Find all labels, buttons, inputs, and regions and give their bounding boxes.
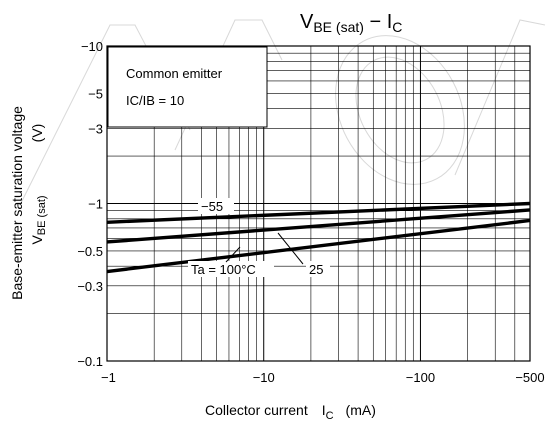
x-tick-label: −10	[253, 370, 275, 385]
annotation-bg	[188, 261, 274, 277]
annotation-leader	[225, 246, 241, 263]
y-tick-label: −1	[88, 197, 103, 212]
x-tick-label: −100	[406, 370, 435, 385]
y-tick-label: −5	[88, 86, 103, 101]
x-tick-label: −500	[515, 370, 544, 385]
annotation-label: −55	[201, 199, 223, 214]
y-tick-labels: −10 −5 −3 −1 −0.5 −0.3 −0.1	[77, 39, 103, 369]
x-tick-label: −1	[101, 370, 116, 385]
series-annotations: −55 Ta = 100°C 25	[188, 198, 330, 277]
series-line	[106, 218, 531, 274]
y-tick-label: −3	[88, 121, 103, 136]
y-tick-label: −0.1	[77, 354, 103, 369]
y-tick-label: −10	[81, 39, 103, 54]
y-axis-symbol: VBE (sat)	[29, 195, 48, 244]
annotation-bg	[306, 261, 330, 277]
series-lines	[106, 201, 531, 274]
y-axis-unit: (V)	[29, 124, 45, 143]
y-tick-label: −0.3	[77, 279, 103, 294]
conditions-line-2: IC/IB = 10	[126, 93, 184, 108]
x-axis-label: Collector current IC (mA)	[205, 402, 376, 422]
y-tick-label: −0.5	[77, 244, 103, 259]
annotation-label: 25	[309, 262, 323, 277]
x-tick-labels: −1 −10 −100 −500	[101, 370, 545, 385]
series-line	[106, 208, 531, 244]
y-axis-label: Base-emitter saturation voltage	[9, 106, 25, 300]
conditions-box	[107, 46, 268, 128]
annotation-leader	[277, 232, 304, 265]
annotation-label: Ta = 100°C	[191, 262, 256, 277]
conditions-line-1: Common emitter	[126, 66, 223, 81]
series-line	[106, 201, 531, 224]
annotation-bg	[198, 198, 234, 214]
chart-title: VBE (sat) − IC	[300, 11, 402, 35]
